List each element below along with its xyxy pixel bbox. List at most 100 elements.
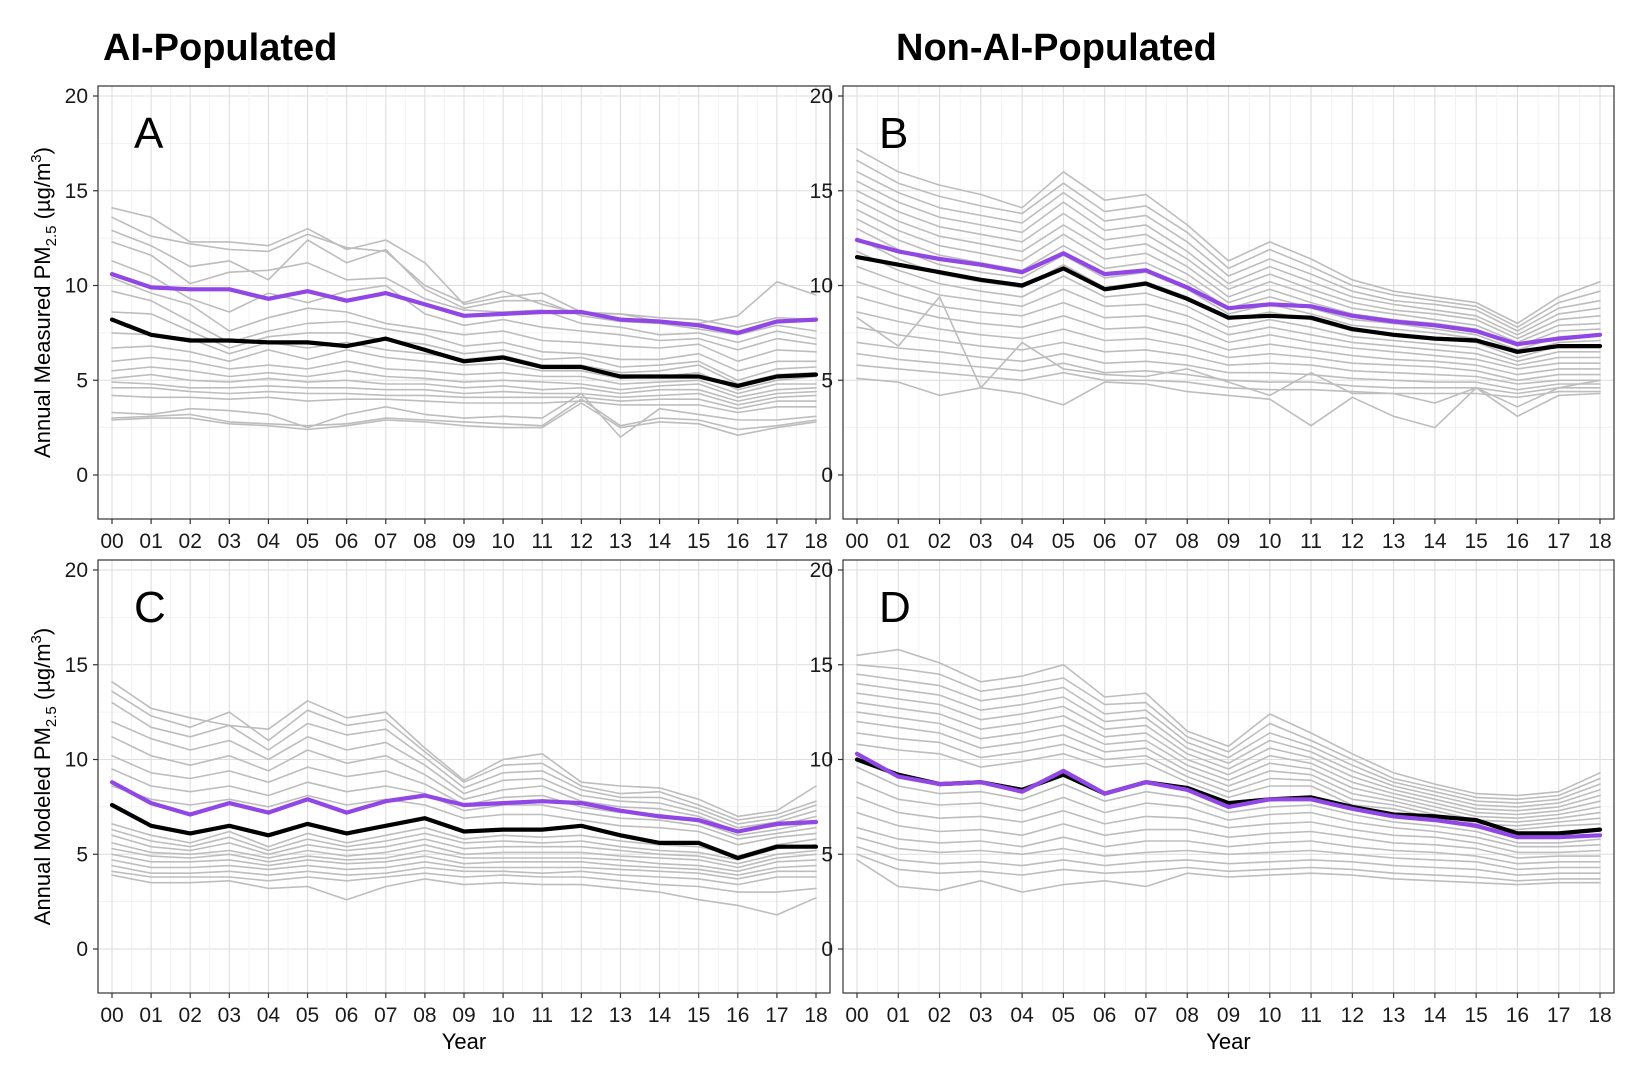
grid-a bbox=[98, 86, 830, 519]
series-line-background-b bbox=[856, 326, 1601, 385]
series-line-background-b bbox=[856, 180, 1601, 336]
series-line-background-d bbox=[856, 859, 1601, 893]
x-tick-label-b: 06 bbox=[1093, 530, 1116, 553]
x-tick-label-b: 00 bbox=[845, 530, 868, 553]
y-tick-label-a: 0 bbox=[76, 464, 88, 487]
series-line-background-c bbox=[111, 874, 817, 916]
x-tick-label-a: 00 bbox=[100, 530, 123, 553]
series-line-highlight-d bbox=[854, 751, 1603, 840]
series-line-background-d bbox=[856, 682, 1601, 808]
series-line-background-b bbox=[856, 199, 1601, 344]
x-tick-label-a: 16 bbox=[726, 530, 749, 553]
x-tick-label-d: 02 bbox=[928, 1004, 951, 1027]
x-tick-label-d: 06 bbox=[1093, 1004, 1116, 1027]
y-axis-title-a: Annual Measured PM2.5 (µg/m3) bbox=[28, 147, 60, 458]
series-line-background-a bbox=[111, 311, 817, 382]
x-tick-label-d: 08 bbox=[1176, 1004, 1199, 1027]
x-tick-label-d: 14 bbox=[1423, 1004, 1447, 1027]
series-line-highlight-c bbox=[109, 780, 819, 834]
series-line-background-d bbox=[856, 845, 1601, 876]
x-tick-label-d: 13 bbox=[1382, 1004, 1405, 1027]
series-line-background-a bbox=[111, 373, 817, 402]
series-line-background-a bbox=[111, 216, 817, 329]
x-tick-label-c: 14 bbox=[648, 1004, 672, 1027]
y-tick-label-a: 5 bbox=[76, 369, 88, 392]
y-tick-label-b: 0 bbox=[821, 464, 833, 487]
x-tick-label-c: 01 bbox=[139, 1004, 162, 1027]
series-line-background-a bbox=[111, 381, 817, 406]
series-line-background-d bbox=[856, 711, 1601, 820]
series-line-background-b bbox=[856, 190, 1601, 340]
y-tick-label-c: 0 bbox=[76, 938, 88, 961]
series-line-background-c bbox=[111, 735, 817, 833]
x-axis-title-c: Year bbox=[442, 1029, 486, 1054]
x-tick-label-a: 10 bbox=[491, 530, 514, 553]
series-line-background-b bbox=[856, 171, 1601, 332]
x-tick-label-c: 02 bbox=[179, 1004, 202, 1027]
x-tick-label-a: 07 bbox=[374, 530, 397, 553]
y-tick-label-b: 10 bbox=[810, 275, 833, 298]
series-line-background-d bbox=[856, 673, 1601, 804]
series-line-background-a bbox=[111, 356, 817, 395]
series-line-background-a bbox=[111, 277, 817, 363]
series-line-background-a bbox=[111, 398, 817, 431]
series-line-background-a bbox=[111, 345, 817, 391]
x-tick-label-a: 11 bbox=[531, 530, 553, 553]
x-tick-label-b: 07 bbox=[1134, 530, 1157, 553]
x-tick-label-b: 02 bbox=[928, 530, 951, 553]
column-title-non-ai-populated: Non-AI-Populated bbox=[896, 27, 1217, 69]
x-tick-label-a: 08 bbox=[413, 530, 436, 553]
series-line-highlight-a bbox=[109, 272, 819, 335]
x-tick-label-c: 07 bbox=[374, 1004, 397, 1027]
x-tick-label-d: 03 bbox=[969, 1004, 992, 1027]
x-tick-label-c: 04 bbox=[257, 1004, 281, 1027]
x-tick-label-c: 08 bbox=[413, 1004, 436, 1027]
series-line-background-c bbox=[111, 870, 817, 893]
x-tick-label-b: 04 bbox=[1010, 530, 1034, 553]
y-tick-label-c: 5 bbox=[76, 843, 88, 866]
x-tick-label-b: 13 bbox=[1382, 530, 1405, 553]
series-line-background-c bbox=[111, 859, 817, 880]
series-line-background-d bbox=[856, 648, 1601, 797]
grid-c bbox=[98, 560, 830, 993]
series-line-background-a bbox=[111, 366, 817, 399]
series-line-background-a bbox=[111, 394, 817, 414]
series-line-background-b bbox=[856, 364, 1601, 399]
y-tick-label-d: 5 bbox=[821, 843, 833, 866]
x-tick-label-c: 16 bbox=[726, 1004, 749, 1027]
x-tick-label-c: 13 bbox=[609, 1004, 632, 1027]
series-line-background-d bbox=[856, 663, 1601, 801]
series-line-background-c bbox=[111, 768, 817, 840]
x-tick-label-b: 14 bbox=[1423, 530, 1447, 553]
x-tick-label-b: 01 bbox=[887, 530, 910, 553]
y-tick-label-d: 10 bbox=[810, 749, 833, 772]
x-tick-label-c: 05 bbox=[296, 1004, 319, 1027]
x-tick-label-d: 07 bbox=[1134, 1004, 1157, 1027]
series-line-background-c bbox=[111, 864, 817, 886]
x-tick-label-d: 04 bbox=[1010, 1004, 1034, 1027]
series-line-background-d bbox=[856, 811, 1601, 859]
x-tick-label-d: 11 bbox=[1300, 1004, 1322, 1027]
x-tick-label-a: 09 bbox=[452, 530, 475, 553]
x-tick-label-a: 14 bbox=[648, 530, 672, 553]
x-tick-label-a: 15 bbox=[687, 530, 710, 553]
series-line-background-a bbox=[111, 260, 817, 351]
panel-letter-b: B bbox=[879, 109, 908, 158]
y-tick-label-d: 20 bbox=[810, 559, 833, 582]
series-line-background-b bbox=[856, 159, 1601, 329]
series-line-background-c bbox=[111, 828, 817, 861]
grid-d bbox=[843, 560, 1614, 993]
panel-letter-a: A bbox=[134, 109, 164, 158]
series-line-background-a bbox=[111, 402, 817, 437]
x-tick-label-b: 10 bbox=[1258, 530, 1281, 553]
x-tick-label-b: 08 bbox=[1176, 530, 1199, 553]
series-line-background-c bbox=[111, 823, 817, 857]
series-line-mean-a bbox=[109, 317, 819, 388]
column-title-ai-populated: AI-Populated bbox=[103, 27, 337, 69]
series-line-background-c bbox=[111, 720, 817, 829]
x-tick-label-c: 00 bbox=[100, 1004, 123, 1027]
x-tick-label-c: 06 bbox=[335, 1004, 358, 1027]
